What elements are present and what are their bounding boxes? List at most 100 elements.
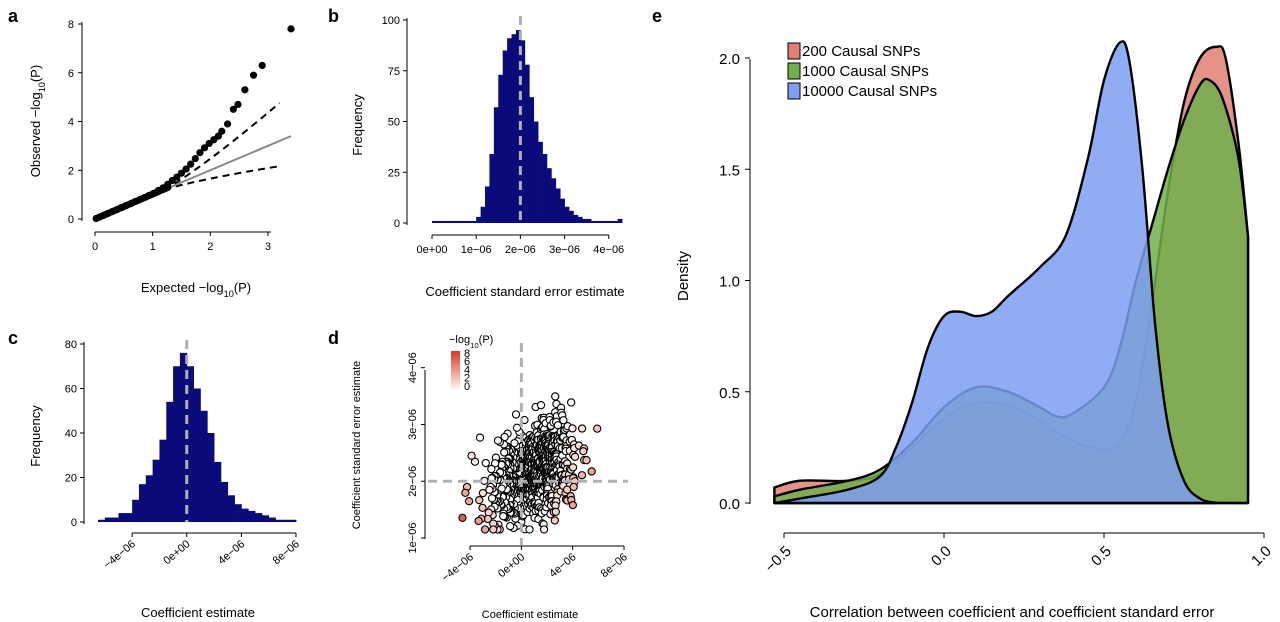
x-tick-label: 0.0 xyxy=(928,543,955,570)
y-tick-label: 1.0 xyxy=(719,274,740,291)
histogram-bar xyxy=(551,178,557,223)
y-tick-label: 80 xyxy=(65,339,77,351)
histogram-bar xyxy=(515,30,521,224)
panel-d-scatter: 1e−06 2e−06 3e−06 4e−06 −4e−06 0e+00 4e−06 8e−0… xyxy=(351,334,630,621)
scatter-point xyxy=(582,456,591,465)
y-tick-label: 4 xyxy=(68,117,74,129)
histogram-bar xyxy=(449,220,455,223)
y-tick-label: 25 xyxy=(388,167,400,179)
histogram-bar xyxy=(511,34,517,224)
scatter-point xyxy=(551,507,560,516)
scatter-point xyxy=(490,459,500,468)
color-legend-title: −log10(P) xyxy=(449,334,493,350)
histogram-bar xyxy=(454,220,459,223)
scatter-point xyxy=(568,424,577,433)
y-tick-label: 2 xyxy=(68,165,74,177)
y-tick-label: 0.0 xyxy=(719,496,740,513)
x-tick-label: 3 xyxy=(265,241,271,253)
y-tick-label: 6 xyxy=(68,68,74,80)
scatter-point xyxy=(461,488,470,498)
scatter-point xyxy=(493,436,503,445)
x-tick-label: 0e+00 xyxy=(496,551,527,580)
scatter-point xyxy=(512,423,522,432)
qq-point xyxy=(182,165,190,173)
histogram-bar xyxy=(234,504,242,522)
scatter-point xyxy=(587,467,596,476)
panel-a-qq-plot: 0 2 4 6 8 0 1 2 3 Expected −log10(P) Observed −log… xyxy=(28,19,295,299)
histogram-bar xyxy=(186,366,194,522)
y-tick-label: 8 xyxy=(68,19,74,31)
histogram-bar xyxy=(595,220,601,223)
panel-e-density: 0.0 0.5 1.0 1.5 2.0 −0.5 0.0 0.5 1.0 Correlation … xyxy=(675,40,1275,621)
histogram-bar xyxy=(248,510,256,522)
color-legend-label: 4 xyxy=(464,364,470,376)
histogram-bar xyxy=(241,508,249,522)
qq-point xyxy=(218,127,226,135)
histogram-bar xyxy=(573,214,579,223)
scatter-point xyxy=(478,503,487,513)
histogram-bar xyxy=(568,210,574,223)
histogram-bar xyxy=(200,410,208,522)
x-tick-label: 4e−06 xyxy=(216,538,247,567)
histogram-bar xyxy=(145,475,154,522)
histogram-bar xyxy=(498,74,504,223)
color-legend-label: 2 xyxy=(464,373,470,385)
scatter-point xyxy=(577,424,587,433)
x-tick-label: 2 xyxy=(207,241,213,253)
histogram-bar xyxy=(582,218,588,223)
legend-swatch xyxy=(787,42,801,60)
histogram-bar xyxy=(440,220,446,223)
scatter-point xyxy=(500,448,509,457)
histogram-bar xyxy=(538,141,543,223)
qq-point xyxy=(234,100,242,109)
histogram-bar xyxy=(476,216,482,223)
y-tick-label: 0.5 xyxy=(719,385,740,402)
scatter-point xyxy=(551,392,560,401)
scatter-point xyxy=(487,494,497,503)
histogram-bar xyxy=(458,220,464,223)
histogram-bar xyxy=(546,168,552,223)
qq-point xyxy=(177,169,186,177)
histogram-bar xyxy=(220,481,229,522)
qq-point xyxy=(187,160,195,168)
scatter-point xyxy=(499,512,508,521)
qq-point xyxy=(223,120,232,128)
y-tick-label: 1e−06 xyxy=(407,523,419,554)
histogram-bar xyxy=(152,459,160,522)
histogram-bar xyxy=(591,220,596,223)
qq-point xyxy=(200,144,209,152)
y-tick-label: 0 xyxy=(394,218,400,230)
histogram-bar xyxy=(261,515,270,522)
scatter-point xyxy=(577,471,587,480)
histogram-bar xyxy=(560,198,565,223)
y-tick-label: 50 xyxy=(388,117,400,129)
histogram-bar xyxy=(533,121,539,223)
histogram-bar xyxy=(485,186,490,223)
scatter-point xyxy=(474,516,483,526)
histogram-bar xyxy=(289,519,297,522)
x-tick-label: 4e−06 xyxy=(593,244,624,256)
x-tick-label: 8e−06 xyxy=(599,551,630,580)
panel-letter-a: a xyxy=(8,6,19,26)
panel-letter-e: e xyxy=(652,6,662,26)
panel-c-coef-histogram: 0 20 40 60 80 −4e−06 0e+00 4e−06 8e−06 Coefficien… xyxy=(28,339,302,620)
histogram-bar xyxy=(529,97,535,223)
scatter-point xyxy=(511,410,521,419)
histogram-bar xyxy=(104,517,113,522)
histogram-bar xyxy=(507,38,512,223)
histogram-bar xyxy=(520,40,526,223)
scatter-point xyxy=(579,447,588,456)
qq-point xyxy=(191,154,199,163)
x-tick-label: 0 xyxy=(92,241,98,253)
y-tick-label: 75 xyxy=(388,66,400,78)
y-tick-label: 2.0 xyxy=(719,51,740,68)
y-axis-label: Density xyxy=(675,250,692,301)
histogram-bar xyxy=(138,484,147,522)
x-axis-label: Coefficient estimate xyxy=(482,609,578,621)
legend: 200 Causal SNPs 1000 Causal SNPs 10000 Cau… xyxy=(787,42,937,100)
scatter-point xyxy=(478,488,488,498)
histogram-bar xyxy=(555,188,561,223)
histogram-bar xyxy=(613,220,618,223)
scatter-point xyxy=(475,495,484,505)
histogram-bar xyxy=(524,64,530,223)
